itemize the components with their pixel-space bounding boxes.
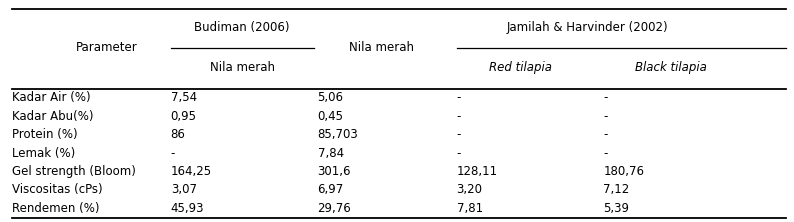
Text: Gel strength (Bloom): Gel strength (Bloom): [12, 165, 136, 178]
Text: Viscositas (cPs): Viscositas (cPs): [12, 183, 102, 196]
Text: Nila merah: Nila merah: [210, 61, 275, 74]
Text: Parameter: Parameter: [76, 41, 138, 54]
Text: -: -: [603, 110, 608, 123]
Text: 7,84: 7,84: [318, 147, 344, 160]
Text: Protein (%): Protein (%): [12, 128, 78, 141]
Text: 5,39: 5,39: [603, 202, 630, 215]
Text: 45,93: 45,93: [171, 202, 204, 215]
Text: 85,703: 85,703: [318, 128, 358, 141]
Text: Lemak (%): Lemak (%): [12, 147, 75, 160]
Text: 7,54: 7,54: [171, 91, 197, 105]
Text: 0,45: 0,45: [318, 110, 344, 123]
Text: 5,06: 5,06: [318, 91, 344, 105]
Text: 128,11: 128,11: [457, 165, 498, 178]
Text: 86: 86: [171, 128, 186, 141]
Text: 29,76: 29,76: [318, 202, 352, 215]
Text: -: -: [603, 128, 608, 141]
Text: 0,95: 0,95: [171, 110, 197, 123]
Text: 7,81: 7,81: [457, 202, 483, 215]
Text: Red tilapia: Red tilapia: [488, 61, 552, 74]
Text: -: -: [457, 147, 461, 160]
Text: Nila merah: Nila merah: [349, 41, 414, 54]
Text: Rendemen (%): Rendemen (%): [12, 202, 99, 215]
Text: Budiman (2006): Budiman (2006): [195, 21, 290, 34]
Text: -: -: [457, 110, 461, 123]
Text: 3,20: 3,20: [457, 183, 483, 196]
Text: 164,25: 164,25: [171, 165, 212, 178]
Text: -: -: [457, 128, 461, 141]
Text: Kadar Abu(%): Kadar Abu(%): [12, 110, 94, 123]
Text: 6,97: 6,97: [318, 183, 344, 196]
Text: Jamilah & Harvinder (2002): Jamilah & Harvinder (2002): [507, 21, 669, 34]
Text: 3,07: 3,07: [171, 183, 197, 196]
Text: -: -: [171, 147, 175, 160]
Text: 180,76: 180,76: [603, 165, 645, 178]
Text: -: -: [603, 147, 608, 160]
Text: 7,12: 7,12: [603, 183, 630, 196]
Text: -: -: [457, 91, 461, 105]
Text: Kadar Air (%): Kadar Air (%): [12, 91, 91, 105]
Text: -: -: [603, 91, 608, 105]
Text: Black tilapia: Black tilapia: [635, 61, 707, 74]
Text: 301,6: 301,6: [318, 165, 351, 178]
